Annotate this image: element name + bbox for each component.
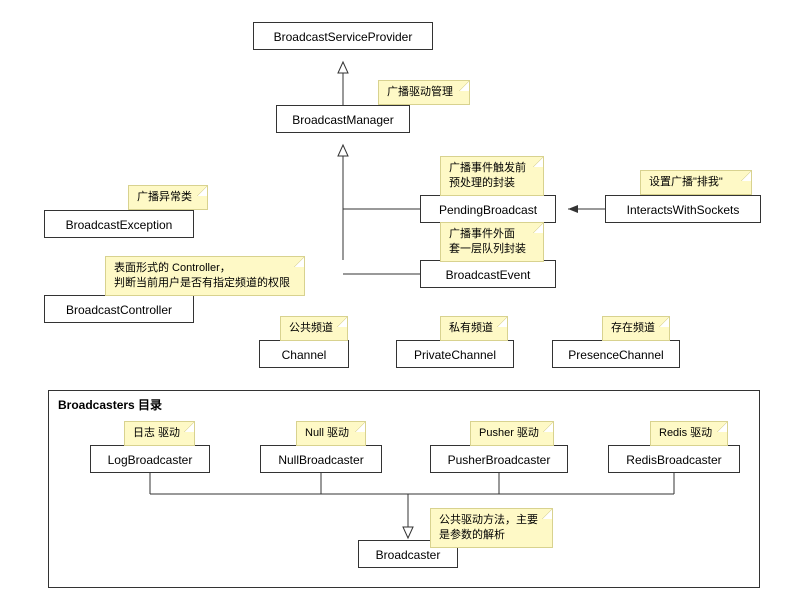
node-pusher-broadcaster: PusherBroadcaster [430,445,568,473]
node-private-channel: PrivateChannel [396,340,514,368]
node-pending-broadcast: PendingBroadcast [420,195,556,223]
note-broadcast-controller: 表面形式的 Controller，判断当前用户是否有指定频道的权限 [105,256,305,296]
node-broadcast-service-provider: BroadcastServiceProvider [253,22,433,50]
note-interacts-with-sockets: 设置广播"排我" [640,170,752,195]
node-broadcast-manager: BroadcastManager [276,105,410,133]
note-pusher-broadcaster: Pusher 驱动 [470,421,554,446]
node-null-broadcaster: NullBroadcaster [260,445,382,473]
node-log-broadcaster: LogBroadcaster [90,445,210,473]
broadcasters-container-title: Broadcasters 目录 [58,396,162,413]
note-channel: 公共频道 [280,316,348,341]
note-log-broadcaster: 日志 驱动 [124,421,195,446]
node-broadcast-controller: BroadcastController [44,295,194,323]
node-channel: Channel [259,340,349,368]
note-broadcaster: 公共驱动方法，主要是参数的解析 [430,508,553,548]
note-broadcast-event: 广播事件外面套一层队列封装 [440,222,544,262]
note-pending-broadcast: 广播事件触发前预处理的封装 [440,156,544,196]
note-redis-broadcaster: Redis 驱动 [650,421,728,446]
note-private-channel: 私有频道 [440,316,508,341]
note-null-broadcaster: Null 驱动 [296,421,366,446]
node-broadcast-exception: BroadcastException [44,210,194,238]
node-broadcast-event: BroadcastEvent [420,260,556,288]
note-broadcast-exception: 广播异常类 [128,185,208,210]
note-presence-channel: 存在频道 [602,316,670,341]
node-redis-broadcaster: RedisBroadcaster [608,445,740,473]
note-broadcast-manager: 广播驱动管理 [378,80,470,105]
node-interacts-with-sockets: InteractsWithSockets [605,195,761,223]
node-presence-channel: PresenceChannel [552,340,680,368]
